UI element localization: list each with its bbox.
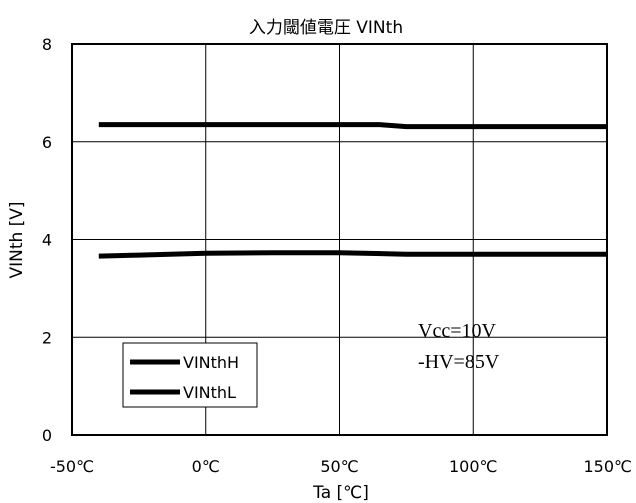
y-tick-labels: 0 2 4 6 8: [42, 35, 52, 445]
y-axis-label: VINth [V]: [7, 201, 27, 278]
y-tick-label: 4: [42, 231, 52, 250]
legend-label-vinthl: VINthL: [183, 383, 236, 402]
plot-area-frame: [71, 43, 608, 436]
chart-title: 入力閾値電圧 VINth: [249, 18, 403, 38]
annotation-hv: -HV=85V: [418, 351, 500, 373]
grid: [72, 44, 607, 435]
y-tick-label: 2: [42, 328, 52, 347]
x-tick-label: 0℃: [192, 457, 220, 476]
x-tick-label: 100℃: [449, 457, 498, 476]
series-line-vinthh: [98, 122, 607, 130]
x-tick-labels: -50℃ 0℃ 50℃ 100℃ 150℃: [50, 457, 632, 476]
y-tick-label: 6: [42, 133, 52, 152]
x-axis-label: Ta [℃]: [312, 483, 369, 503]
legend-box: [122, 342, 258, 408]
legend-label-vinthh: VINthH: [183, 353, 239, 372]
series-line-vinthl: [98, 250, 607, 259]
legend: VINthH VINthL: [122, 342, 258, 408]
annotation-vcc: Vcc=10V: [418, 320, 496, 342]
x-tick-label: -50℃: [50, 457, 94, 476]
y-tick-label: 8: [42, 35, 52, 54]
series-lines: [98, 122, 607, 259]
x-tick-label: 150℃: [583, 457, 632, 476]
y-tick-label: 0: [42, 426, 52, 445]
x-tick-label: 50℃: [320, 457, 358, 476]
